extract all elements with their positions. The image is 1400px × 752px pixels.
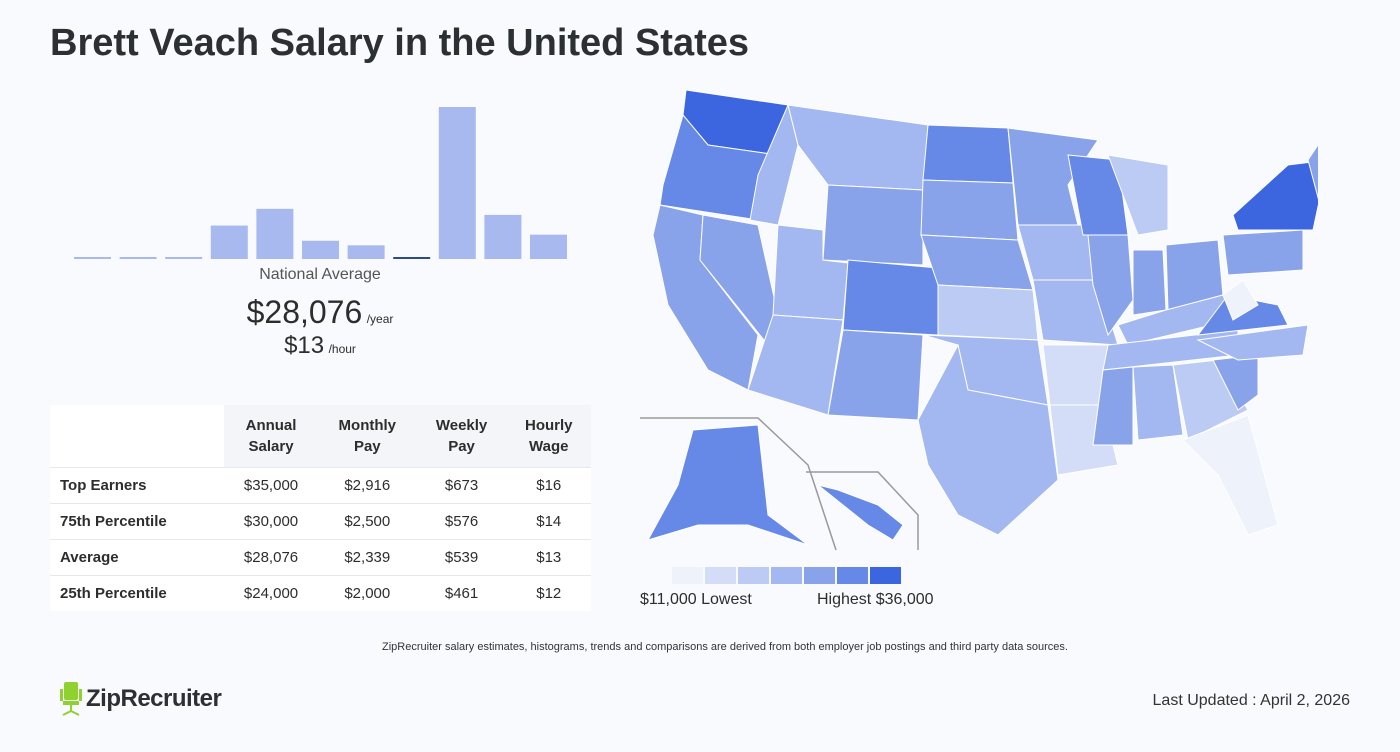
state-michigan[interactable] [1107, 154, 1169, 236]
histogram-bar [119, 257, 157, 259]
state-illinois[interactable] [1087, 234, 1134, 337]
state-mississippi[interactable] [1092, 366, 1134, 446]
hawaii-inset-border [806, 471, 919, 550]
state-pennsylvania[interactable] [1222, 229, 1304, 276]
cell: $13 [506, 539, 591, 576]
national-average-label: National Average [259, 266, 381, 283]
histogram-bar [347, 245, 385, 259]
cell: $576 [416, 503, 507, 540]
legend-swatch [870, 567, 901, 584]
row-label: 25th Percentile [50, 575, 225, 611]
cell: $12 [506, 575, 591, 611]
hourly-average: $13 /hour [120, 332, 520, 360]
histogram-bar [256, 208, 294, 259]
header-monthly: Monthly Pay [318, 405, 417, 468]
state-texas[interactable] [917, 343, 1059, 536]
state-florida[interactable] [1182, 414, 1279, 536]
cell: $28,076 [224, 539, 318, 576]
chair-icon [60, 682, 82, 716]
state-hawaii[interactable] [817, 484, 904, 541]
cell: $2,916 [318, 467, 417, 504]
histogram-bar [210, 225, 248, 259]
page-title: Brett Veach Salary in the United States [50, 22, 750, 64]
annual-average: $28,076 /year [120, 294, 520, 331]
legend-swatch [804, 567, 835, 584]
table-row: 75th Percentile $30,000 $2,500 $576 $14 [50, 503, 591, 540]
legend-swatch [837, 567, 868, 584]
state-south-dakota[interactable] [920, 179, 1019, 241]
legend-highest: Highest $36,000 [817, 591, 934, 608]
state-wyoming[interactable] [822, 184, 924, 266]
legend-swatch [771, 567, 802, 584]
histogram-bar [165, 257, 203, 259]
ziprecruiter-logo[interactable]: ZipRecruiter [60, 682, 222, 716]
state-montana[interactable] [787, 104, 929, 191]
state-nebraska[interactable] [920, 234, 1034, 291]
state-north-carolina[interactable] [1196, 324, 1309, 361]
hourly-unit: /hour [328, 342, 356, 356]
annual-value: $28,076 [246, 294, 363, 330]
state-alabama[interactable] [1132, 364, 1184, 441]
state-kansas[interactable] [937, 284, 1039, 341]
state-new-york[interactable] [1232, 160, 1318, 231]
alaska-inset-border [640, 417, 837, 551]
legend-swatch [705, 567, 736, 584]
row-label: 75th Percentile [50, 503, 225, 540]
cell: $2,339 [318, 539, 417, 576]
state-arkansas[interactable] [1042, 344, 1109, 406]
cell: $461 [416, 575, 507, 611]
salary-table: Annual Salary Monthly Pay Weekly Pay Hourly… [50, 405, 591, 611]
state-north-dakota[interactable] [922, 124, 1014, 184]
header-hourly: Hourly Wage [506, 405, 591, 468]
header-annual: Annual Salary [224, 405, 318, 468]
cell: $30,000 [224, 503, 318, 540]
cell: $35,000 [224, 467, 318, 504]
table-row: Top Earners $35,000 $2,916 $673 $16 [50, 467, 591, 504]
table-row: 25th Percentile $24,000 $2,000 $461 $12 [50, 575, 591, 611]
state-west-virginia[interactable] [1222, 279, 1259, 321]
legend-lowest: $11,000 Lowest [640, 591, 752, 608]
state-new-mexico[interactable] [827, 329, 924, 421]
histogram-bar [302, 240, 339, 259]
footnote: ZipRecruiter salary estimates, histogram… [382, 641, 1068, 653]
cell: $673 [416, 467, 507, 504]
salary-histogram [74, 107, 567, 259]
us-salary-map [640, 89, 1318, 551]
state-alaska[interactable] [646, 424, 809, 546]
histogram-bar [74, 257, 111, 259]
last-updated: Last Updated : April 2, 2026 [1152, 692, 1350, 709]
histogram-bar [438, 107, 476, 259]
table-row: Average $28,076 $2,339 $539 $13 [50, 539, 591, 576]
state-new-england[interactable] [1307, 115, 1318, 235]
header-weekly: Weekly Pay [416, 405, 507, 468]
state-virginia[interactable] [1196, 294, 1289, 336]
logo-text: ZipRecruiter [86, 685, 222, 712]
legend-swatch [672, 567, 703, 584]
row-label: Top Earners [50, 467, 225, 504]
histogram-bar [484, 214, 522, 259]
legend-swatch [738, 567, 769, 584]
histogram-bar [530, 234, 567, 259]
header-blank [50, 405, 225, 468]
cell: $539 [416, 539, 507, 576]
map-legend [672, 567, 901, 584]
row-label: Average [50, 539, 225, 576]
histogram-bar-average [393, 257, 431, 259]
cell: $14 [506, 503, 591, 540]
state-arizona[interactable] [747, 314, 844, 416]
cell: $24,000 [224, 575, 318, 611]
annual-unit: /year [366, 312, 394, 326]
cell: $2,000 [318, 575, 417, 611]
hourly-value: $13 [284, 332, 325, 359]
cell: $16 [506, 467, 591, 504]
state-minnesota[interactable] [1007, 127, 1099, 226]
state-colorado[interactable] [842, 259, 939, 336]
state-indiana[interactable] [1132, 249, 1167, 316]
cell: $2,500 [318, 503, 417, 540]
